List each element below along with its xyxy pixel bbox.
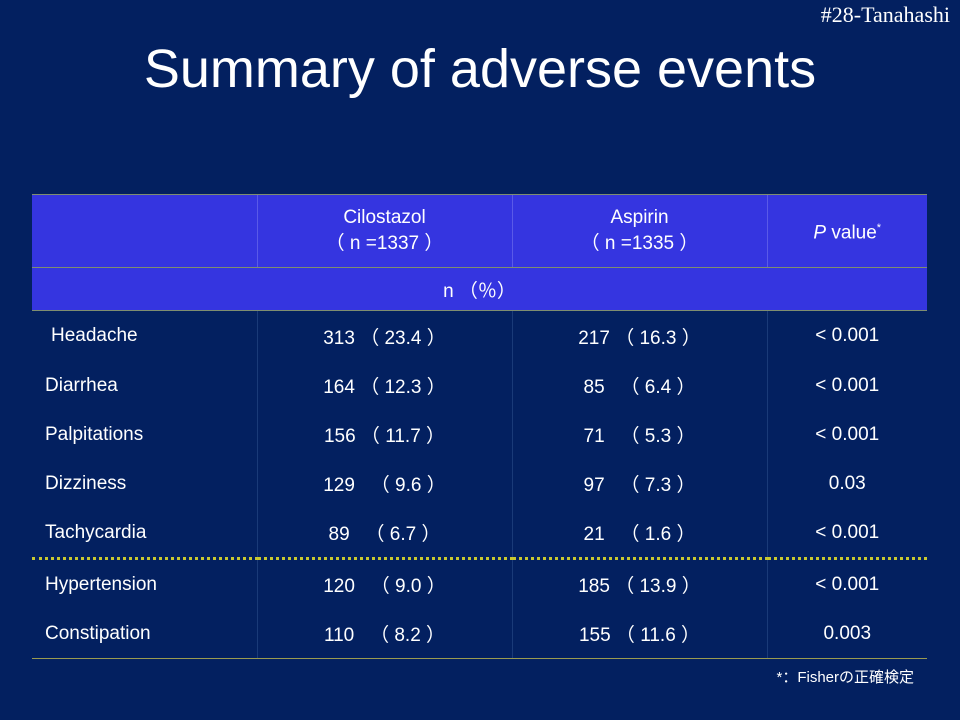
cilostazol-value: 110 （ 8.2 ） xyxy=(256,609,512,659)
event-name: Diarrhea xyxy=(45,374,118,396)
event-name: Dizziness xyxy=(45,472,127,494)
table-row: Hypertension 120 （ 9.0 ） 185 （ 13.9 ） < … xyxy=(32,558,927,609)
header-cilostazol-name: Cilostazol xyxy=(343,207,426,228)
event-name: Palpitations xyxy=(45,423,144,445)
event-name: Constipation xyxy=(32,609,257,659)
event-name: Hypertension xyxy=(45,573,157,595)
header-aspirin-name: Aspirin xyxy=(610,207,669,228)
p-value: 0.003 xyxy=(766,609,927,659)
header-aspirin: Aspirin （ n =1335 ） xyxy=(511,194,767,268)
p-value: < 0.001 xyxy=(766,310,927,361)
p-value: 0.03 xyxy=(766,459,927,508)
unit-cell: n （％） xyxy=(32,267,927,311)
cilostazol-value: 156 （ 11.7 ） xyxy=(256,410,512,459)
cilostazol-value: 120 （ 9.0 ） xyxy=(256,558,512,609)
table-row: Constipation 110 （ 8.2 ） 155 （ 11.6 ） 0.… xyxy=(32,609,927,659)
unit-row: n （％） xyxy=(32,267,927,311)
p-value: < 0.001 xyxy=(766,410,927,459)
header-aspirin-n: （ n =1335 ） xyxy=(580,233,699,254)
cilostazol-value: 313 （ 23.4 ） xyxy=(256,310,512,361)
table-header-row: Cilostazol （ n =1337 ） Aspirin （ n =1335… xyxy=(32,194,927,268)
aspirin-value: 217 （ 16.3 ） xyxy=(511,310,767,361)
header-cilostazol-n: （ n =1337 ） xyxy=(325,233,444,254)
footnote: *：Fisherの正確検定 xyxy=(776,669,914,686)
header-pvalue-label: value xyxy=(826,222,877,244)
p-value: < 0.001 xyxy=(766,361,927,410)
event-name: Headache xyxy=(51,325,138,346)
header-pvalue-p: P xyxy=(813,222,827,244)
table-row: Tachycardia 89 （ 6.7 ） 21 （ 1.6 ） < 0.00… xyxy=(32,508,927,560)
adverse-events-table: Cilostazol （ n =1337 ） Aspirin （ n =1335… xyxy=(32,194,927,659)
aspirin-value: 21 （ 1.6 ） xyxy=(511,508,767,560)
slide-tag: #28-Tanahashi xyxy=(820,2,950,27)
p-value: < 0.001 xyxy=(766,558,927,609)
table-row: Headache 313 （ 23.4 ） 217 （ 16.3 ） < 0.0… xyxy=(32,310,927,361)
table-row: Dizziness 129 （ 9.6 ） 97 （ 7.3 ） 0.03 xyxy=(32,459,927,508)
event-name: Tachycardia xyxy=(32,508,257,560)
header-empty-cell xyxy=(32,194,257,268)
aspirin-value: 71 （ 5.3 ） xyxy=(511,410,767,459)
cilostazol-value: 164 （ 12.3 ） xyxy=(256,361,512,410)
header-pvalue: P value* xyxy=(766,194,927,268)
cilostazol-value: 89 （ 6.7 ） xyxy=(256,508,512,560)
table-row: Palpitations 156 （ 11.7 ） 71 （ 5.3 ） < 0… xyxy=(32,410,927,459)
aspirin-value: 155 （ 11.6 ） xyxy=(511,609,767,659)
aspirin-value: 97 （ 7.3 ） xyxy=(511,459,767,508)
slide-title: Summary of adverse events xyxy=(143,39,817,99)
aspirin-value: 185 （ 13.9 ） xyxy=(511,558,767,609)
header-cilostazol: Cilostazol （ n =1337 ） xyxy=(256,194,512,268)
header-pvalue-mark: * xyxy=(876,222,882,235)
aspirin-value: 85 （ 6.4 ） xyxy=(511,361,767,410)
cilostazol-value: 129 （ 9.6 ） xyxy=(256,459,512,508)
table-row: Diarrhea 164 （ 12.3 ） 85 （ 6.4 ） < 0.001 xyxy=(32,361,927,410)
p-value: < 0.001 xyxy=(766,508,927,560)
